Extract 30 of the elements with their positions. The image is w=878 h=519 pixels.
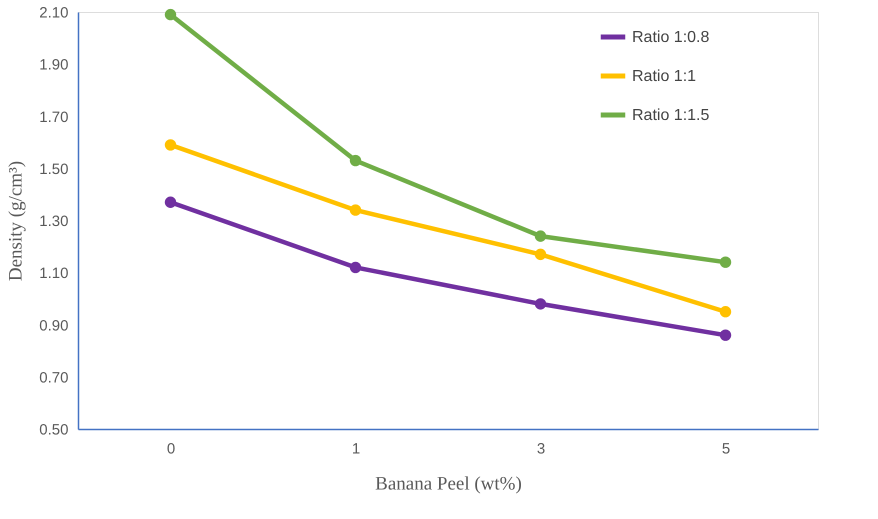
y-tick-label: 0.70 — [39, 369, 68, 386]
point — [720, 256, 732, 268]
legend-label: Ratio 1:0.8 — [632, 29, 710, 46]
x-tick-label: 0 — [166, 440, 176, 458]
y-tick-label: 0.50 — [39, 422, 68, 438]
point — [350, 204, 362, 216]
point — [534, 230, 546, 242]
point — [720, 329, 732, 341]
point — [164, 139, 176, 151]
y-tick-label: 2.10 — [39, 4, 68, 22]
y-tick-label: 1.10 — [39, 265, 68, 282]
point — [164, 8, 176, 20]
point — [534, 298, 546, 310]
y-tick-label: 0.90 — [39, 317, 68, 334]
x-tick-label: 5 — [722, 440, 730, 458]
x-axis-title: Banana Peel (wt%) — [375, 474, 522, 494]
point — [350, 262, 362, 274]
y-tick-label: 1.30 — [39, 213, 68, 230]
legend-label: Ratio 1:1 — [632, 68, 696, 85]
x-tick-label: 1 — [352, 440, 360, 458]
x-tick-label: 3 — [536, 440, 546, 458]
y-tick-label: 1.50 — [39, 160, 68, 178]
y-tick-label: 1.90 — [39, 56, 68, 74]
y-tick-label: 1.70 — [39, 108, 68, 126]
legend-label: Ratio 1:1.5 — [632, 107, 710, 124]
point — [164, 196, 176, 208]
point — [534, 248, 546, 260]
y-axis-title: Density (g/cm³) — [5, 160, 26, 282]
point — [720, 306, 732, 318]
point — [350, 154, 362, 166]
